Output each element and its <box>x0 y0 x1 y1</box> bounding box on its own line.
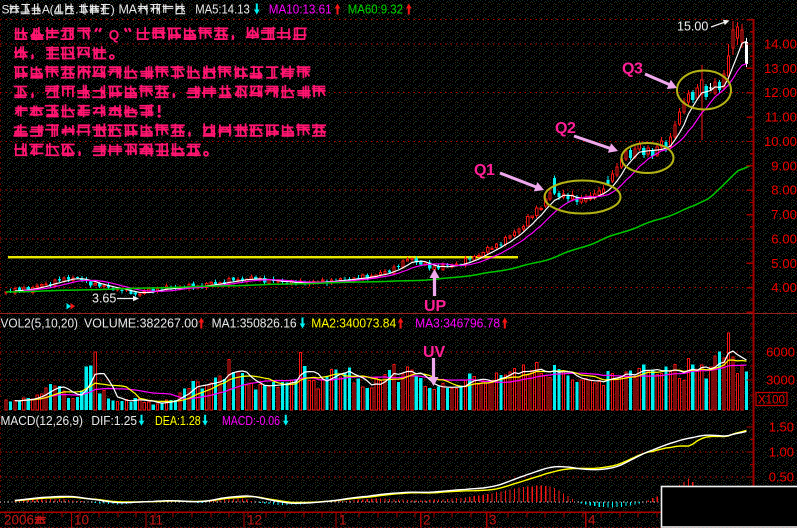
svg-text:10.00: 10.00 <box>764 134 797 149</box>
svg-text:VOLUME:382267.00: VOLUME:382267.00 <box>84 317 198 331</box>
svg-text:6000: 6000 <box>766 345 795 360</box>
svg-text:MACD(12,26,9): MACD(12,26,9) <box>1 414 84 428</box>
svg-text:0.50: 0.50 <box>769 470 794 485</box>
svg-text:Q1: Q1 <box>474 162 495 179</box>
svg-text:MA60:9.32: MA60:9.32 <box>348 3 403 17</box>
svg-text:MA10:13.61: MA10:13.61 <box>269 3 332 17</box>
svg-text:4: 4 <box>588 513 596 528</box>
svg-text:UV: UV <box>423 344 446 361</box>
svg-text:DEA:1.28: DEA:1.28 <box>155 414 201 428</box>
svg-text:11: 11 <box>149 513 163 528</box>
svg-text:1: 1 <box>339 513 347 528</box>
svg-text:2006: 2006 <box>4 513 34 528</box>
svg-text:3.65: 3.65 <box>92 292 116 306</box>
svg-text:4.00: 4.00 <box>771 280 797 295</box>
svg-text:13.00: 13.00 <box>764 61 797 76</box>
svg-text:1.50: 1.50 <box>769 420 794 435</box>
svg-text:3000: 3000 <box>766 373 795 388</box>
svg-text:11.00: 11.00 <box>765 110 797 125</box>
svg-text:6.00: 6.00 <box>771 232 797 247</box>
svg-text:Q3: Q3 <box>622 61 643 78</box>
svg-text:Q2: Q2 <box>555 120 576 137</box>
svg-text:MA: MA <box>119 3 138 17</box>
svg-text:.: . <box>75 3 78 17</box>
svg-text:7.00: 7.00 <box>771 207 797 222</box>
svg-text:5.00: 5.00 <box>771 256 797 271</box>
svg-text:X100: X100 <box>758 395 785 407</box>
svg-text:10: 10 <box>74 513 89 528</box>
svg-text:VOL2(5,10,20): VOL2(5,10,20) <box>1 317 79 331</box>
svg-text:3: 3 <box>489 513 497 528</box>
svg-text:8.00: 8.00 <box>771 183 797 198</box>
svg-text:9.00: 9.00 <box>771 158 797 173</box>
svg-text:2: 2 <box>423 513 431 528</box>
svg-text:MA3:346796.78: MA3:346796.78 <box>415 317 500 331</box>
svg-text:MA5:14.13: MA5:14.13 <box>195 3 250 17</box>
svg-text:): ) <box>111 3 115 17</box>
svg-text:12: 12 <box>247 513 262 528</box>
svg-text:1.00: 1.00 <box>769 445 794 460</box>
svg-text:DIF:1.25: DIF:1.25 <box>91 414 137 428</box>
svg-text:MACD:-0.06: MACD:-0.06 <box>222 414 280 428</box>
svg-text:Q: Q <box>109 27 120 42</box>
svg-text:UP: UP <box>424 298 447 315</box>
svg-text:14.00: 14.00 <box>764 37 797 52</box>
svg-text:MA2:340073.84: MA2:340073.84 <box>311 317 396 331</box>
svg-text:12.00: 12.00 <box>764 85 797 100</box>
svg-text:MA1:350826.16: MA1:350826.16 <box>212 317 297 331</box>
svg-text:A(: A( <box>42 3 54 17</box>
svg-text:S: S <box>2 3 10 17</box>
svg-text:15.00: 15.00 <box>677 20 708 34</box>
